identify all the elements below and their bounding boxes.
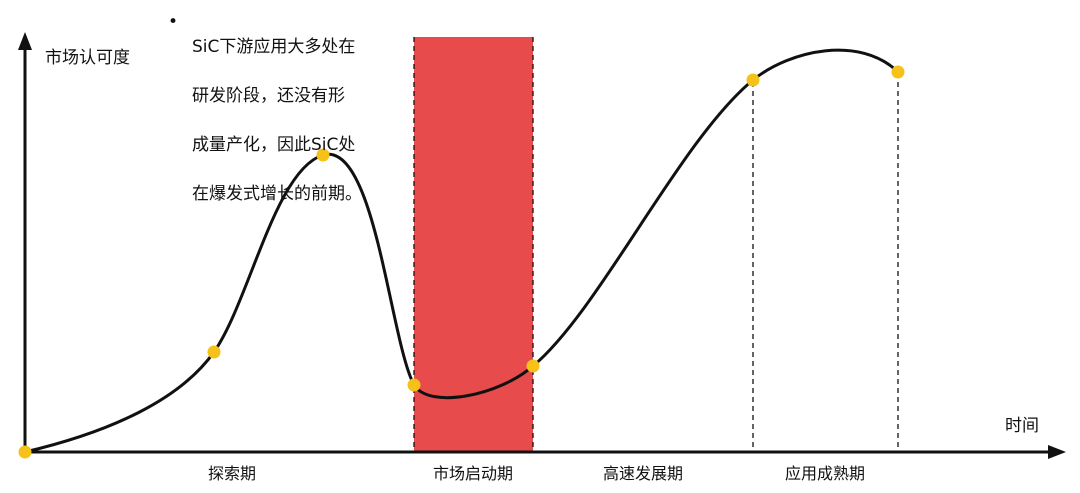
phase-label-market-launch: 市场启动期: [433, 464, 513, 483]
curve-marker: [891, 65, 905, 79]
curve-marker: [18, 445, 32, 459]
curve-marker: [526, 359, 540, 373]
y-axis-arrow: [18, 32, 32, 50]
annotation-line: SiC下游应用大多处在: [192, 36, 356, 57]
curve-marker: [746, 73, 760, 87]
annotation-text: SiC下游应用大多处在 研发阶段，还没有形 成量产化，因此SiC处 在爆发式增长…: [192, 10, 392, 231]
y-axis-label: 市场认可度: [45, 48, 130, 68]
phase-label-rapid-growth: 高速发展期: [603, 464, 683, 483]
phase-label-maturity: 应用成熟期: [785, 464, 865, 483]
curve-marker: [407, 378, 421, 392]
highlight-band: [414, 37, 533, 452]
annotation-line: 研发阶段，还没有形: [192, 85, 345, 106]
bullet-icon: •: [168, 12, 179, 32]
annotation-line: 在爆发式增长的前期。: [192, 183, 362, 204]
x-axis-label: 时间: [1005, 416, 1039, 436]
curve-marker: [207, 345, 221, 359]
annotation-line: 成量产化，因此SiC处: [192, 134, 356, 155]
phase-label-exploration: 探索期: [208, 464, 256, 483]
x-axis-arrow: [1048, 445, 1066, 459]
curve-marker: [316, 148, 330, 162]
